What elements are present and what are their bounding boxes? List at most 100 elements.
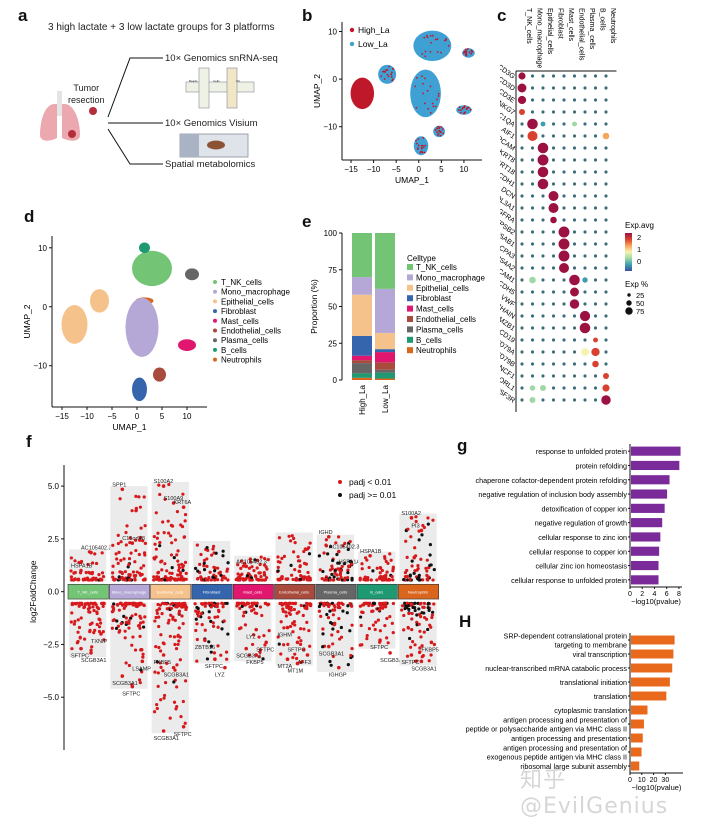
gene-point (363, 556, 368, 560)
gene-point (199, 552, 203, 557)
gene-point (161, 641, 165, 645)
gene-point (280, 556, 284, 561)
gene-point (202, 568, 207, 572)
dot (530, 86, 535, 90)
dot (604, 218, 608, 222)
legend-item-mast-cells: Mast_cells (407, 305, 454, 314)
legend-label: Fibroblast (221, 307, 257, 316)
gene-point (337, 577, 341, 581)
dot (593, 170, 598, 174)
x-tick-label: 8 (677, 591, 681, 598)
gene-point (141, 652, 145, 656)
gene-point (114, 552, 118, 556)
gene-label: PI3 (411, 523, 419, 529)
gene-point (378, 576, 382, 580)
gene-point (181, 699, 185, 704)
bar (631, 575, 659, 585)
gene-point (417, 607, 421, 611)
gene-point (293, 540, 297, 545)
dot (562, 74, 566, 78)
gene-point (431, 518, 435, 522)
dot (562, 302, 566, 306)
gene-point (285, 605, 289, 610)
dot (530, 338, 535, 342)
gene-point (335, 552, 339, 557)
bar (631, 475, 670, 485)
gene-point (237, 627, 242, 631)
column-label: Endothelial_cells (578, 8, 585, 61)
dot (541, 134, 545, 138)
gene-label: IGHGP (329, 673, 347, 679)
dot (541, 254, 545, 258)
x-tick-label: 4 (653, 591, 657, 598)
bar-segment-endothelial-cells (375, 362, 395, 370)
gene-point (249, 578, 253, 582)
gene-point (388, 615, 392, 619)
gene-point (177, 566, 182, 570)
gene-point (127, 573, 131, 578)
legend-item-b-cells: B_cells (407, 336, 442, 345)
gene-point (138, 626, 142, 630)
dot (551, 302, 556, 306)
dot (593, 218, 598, 222)
gene-point (133, 560, 137, 564)
bar-segment-plasma-cells (352, 363, 372, 374)
gene-point (207, 640, 211, 644)
labeled-gene-point (171, 501, 176, 505)
gene-point (139, 526, 143, 530)
gene-point (332, 578, 336, 582)
cell-point (431, 102, 434, 105)
gene-point (239, 566, 243, 570)
source-label: Tumor resection (68, 82, 105, 106)
gene-point (415, 613, 419, 617)
gene-point (99, 577, 103, 581)
gene-point (400, 608, 404, 612)
gene-point (210, 601, 214, 605)
category-label: antigen processing and presentation of (503, 744, 627, 753)
legend-dot (213, 318, 217, 323)
gene-point (77, 560, 81, 565)
cell-point (415, 139, 417, 142)
gene-point (119, 601, 123, 605)
gene-point (138, 614, 142, 618)
gene-point (405, 555, 409, 560)
gene-point (178, 604, 182, 608)
gene-point (69, 569, 73, 573)
gene-point (386, 578, 390, 582)
category-label: SRP-dependent cotranslational protein (504, 632, 627, 641)
gene-point (403, 571, 408, 575)
gene-point (307, 575, 311, 579)
gene-point (133, 577, 137, 581)
gene-point (287, 534, 291, 538)
bar (631, 446, 681, 456)
gene-point (333, 569, 337, 573)
gene-point (210, 553, 214, 557)
gene-point (176, 642, 180, 647)
gene-point (116, 624, 120, 628)
gene-point (370, 609, 374, 613)
gene-point (111, 609, 115, 613)
dot (582, 277, 588, 283)
gene-point (156, 571, 160, 575)
cell-point (434, 38, 437, 41)
dot (520, 218, 524, 222)
gene-point (97, 617, 101, 621)
legend-swatch (407, 316, 413, 322)
dot (530, 242, 535, 246)
gene-point (290, 601, 295, 605)
gene-point (114, 626, 119, 630)
dot (541, 290, 545, 294)
labeled-gene-point (337, 665, 341, 670)
volcano-group-fibroblast: Fibroblast ZBTB16 SFTPC LYZ (191, 541, 233, 679)
gene-point (196, 610, 201, 614)
legend-dot (338, 480, 342, 484)
gene-point (332, 575, 336, 579)
dot (562, 206, 566, 210)
cell-point (440, 126, 443, 128)
legend-label: Neutrophils (221, 356, 261, 365)
gene-point (140, 648, 144, 652)
cell-point (464, 111, 467, 114)
gene-point (184, 571, 188, 575)
dot (520, 158, 524, 162)
gene-point (200, 623, 204, 627)
